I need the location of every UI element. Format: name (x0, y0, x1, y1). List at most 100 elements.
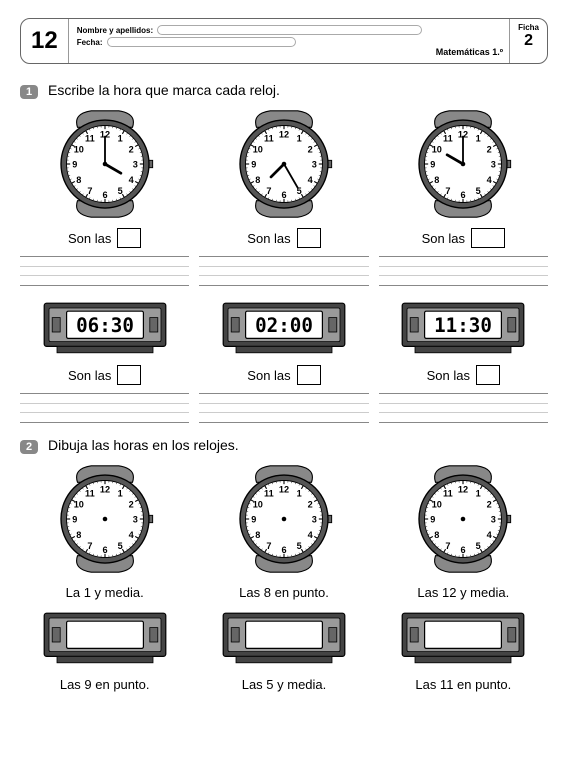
answer-label: Son las (247, 368, 290, 383)
svg-text:1: 1 (117, 133, 122, 143)
svg-text:5: 5 (476, 186, 481, 196)
svg-text:3: 3 (312, 160, 317, 170)
watch-cell-blank-3: 123456789101112 Las 12 y media. (379, 464, 548, 600)
answer-label: Son las (247, 231, 290, 246)
digital-cell-3: 11:30 Son las (379, 300, 548, 385)
answer-box[interactable] (476, 365, 500, 385)
svg-text:7: 7 (87, 541, 92, 551)
svg-text:5: 5 (476, 541, 481, 551)
writing-lines-2[interactable] (20, 393, 548, 423)
worksheet-header: 12 Nombre y apellidos: Fecha: Matemática… (20, 18, 548, 64)
answer-box[interactable] (117, 365, 141, 385)
watch-cell-3: 123456789101112 Son las (379, 109, 548, 248)
svg-text:7: 7 (266, 186, 271, 196)
svg-text:11: 11 (264, 133, 274, 143)
analog-watch-2: 123456789101112 (229, 109, 339, 219)
q1-text: Escribe la hora que marca cada reloj. (48, 82, 280, 98)
svg-text:1: 1 (476, 488, 481, 498)
digital-cell-1: 06:30 Son las (20, 300, 189, 385)
digital-caption-2: Las 5 y media. (199, 677, 368, 692)
ficha-label: Ficha (518, 23, 539, 32)
svg-text:8: 8 (255, 175, 260, 185)
svg-text:9: 9 (431, 160, 436, 170)
writing-lines-1[interactable] (20, 256, 548, 286)
digital-cell-2: 02:00 Son las (199, 300, 368, 385)
digital-cell-blank-2: Las 5 y media. (199, 610, 368, 692)
svg-text:6: 6 (102, 545, 107, 555)
svg-text:06:30: 06:30 (76, 314, 134, 337)
svg-text:5: 5 (117, 186, 122, 196)
digital-caption-3: Las 11 en punto. (379, 677, 548, 692)
digital-caption-1: Las 9 en punto. (20, 677, 189, 692)
analog-watch-blank-1[interactable]: 123456789101112 (50, 464, 160, 574)
watch-caption-3: Las 12 y media. (379, 585, 548, 600)
watch-cell-1: 123456789101112 Son las (20, 109, 189, 248)
svg-text:1: 1 (297, 133, 302, 143)
svg-text:5: 5 (117, 541, 122, 551)
digital-clock-1: 06:30 (40, 300, 170, 356)
q2-badge: 2 (20, 440, 38, 454)
svg-text:11: 11 (443, 488, 453, 498)
svg-text:3: 3 (132, 160, 137, 170)
ficha-box: Ficha 2 (509, 19, 547, 63)
digital-clock-blank-1[interactable] (40, 610, 170, 666)
name-field[interactable] (157, 25, 422, 35)
q2-text: Dibuja las horas en los relojes. (48, 437, 239, 453)
answer-box[interactable] (117, 228, 141, 248)
watch-cell-blank-1: 123456789101112 La 1 y media. (20, 464, 189, 600)
svg-text:7: 7 (446, 186, 451, 196)
answer-label: Son las (427, 368, 470, 383)
svg-text:7: 7 (266, 541, 271, 551)
svg-text:12: 12 (100, 484, 110, 494)
answer-label: Son las (422, 231, 465, 246)
svg-text:1: 1 (476, 133, 481, 143)
q1-badge: 1 (20, 85, 38, 99)
svg-text:5: 5 (297, 541, 302, 551)
svg-text:3: 3 (312, 515, 317, 525)
ficha-number: 2 (518, 32, 539, 50)
date-label: Fecha: (77, 38, 103, 47)
page-number: 12 (21, 19, 69, 63)
analog-watch-blank-2[interactable]: 123456789101112 (229, 464, 339, 574)
q1-watches-row: 123456789101112 Son las 123456789101112 … (20, 109, 548, 248)
svg-text:6: 6 (461, 545, 466, 555)
svg-text:3: 3 (132, 515, 137, 525)
svg-text:2: 2 (308, 145, 313, 155)
q2-digitals-row: Las 9 en punto. Las 5 y media. Las 11 en… (20, 610, 548, 692)
svg-text:2: 2 (487, 500, 492, 510)
svg-text:8: 8 (255, 530, 260, 540)
svg-text:12: 12 (458, 484, 468, 494)
svg-text:7: 7 (446, 541, 451, 551)
analog-watch-1: 123456789101112 (50, 109, 160, 219)
svg-text:8: 8 (435, 175, 440, 185)
svg-text:8: 8 (435, 530, 440, 540)
date-field[interactable] (107, 37, 297, 47)
svg-text:6: 6 (281, 545, 286, 555)
answer-box[interactable] (297, 228, 321, 248)
svg-text:3: 3 (491, 515, 496, 525)
question-2: 2 Dibuja las horas en los relojes. (20, 437, 548, 454)
svg-text:1: 1 (297, 488, 302, 498)
svg-text:3: 3 (491, 160, 496, 170)
svg-text:10: 10 (432, 500, 442, 510)
answer-label: Son las (68, 231, 111, 246)
svg-text:9: 9 (251, 160, 256, 170)
svg-text:02:00: 02:00 (255, 314, 313, 337)
svg-text:2: 2 (487, 145, 492, 155)
svg-text:2: 2 (308, 500, 313, 510)
svg-text:12: 12 (279, 484, 289, 494)
svg-text:12: 12 (279, 129, 289, 139)
answer-box[interactable] (297, 365, 321, 385)
question-1: 1 Escribe la hora que marca cada reloj. (20, 82, 548, 99)
svg-text:10: 10 (253, 145, 263, 155)
analog-watch-3: 123456789101112 (408, 109, 518, 219)
svg-text:2: 2 (128, 145, 133, 155)
svg-text:9: 9 (431, 515, 436, 525)
digital-clock-blank-3[interactable] (398, 610, 528, 666)
svg-text:8: 8 (76, 175, 81, 185)
analog-watch-blank-3[interactable]: 123456789101112 (408, 464, 518, 574)
answer-box[interactable] (471, 228, 505, 248)
digital-cell-blank-1: Las 9 en punto. (20, 610, 189, 692)
svg-text:8: 8 (76, 530, 81, 540)
digital-clock-blank-2[interactable] (219, 610, 349, 666)
